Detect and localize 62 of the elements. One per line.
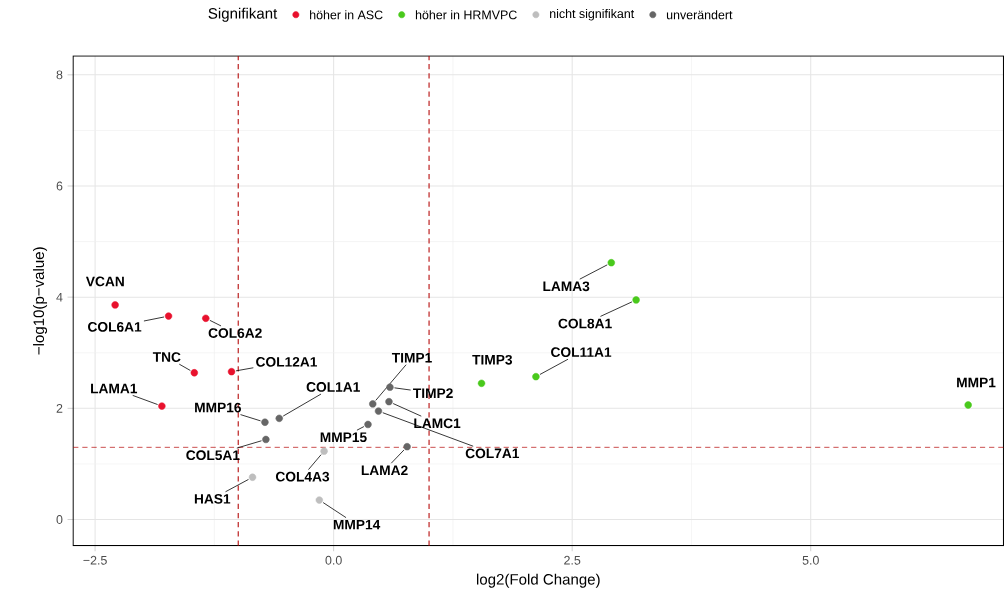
- legend-label: nicht signifikant: [550, 9, 635, 21]
- point: [202, 314, 210, 323]
- annotation: MMP1: [957, 377, 996, 388]
- annotation: COL4A3: [275, 472, 330, 482]
- annotation: TIMP1: [391, 353, 432, 363]
- y-tick-label: 0: [56, 515, 63, 525]
- point: [275, 414, 283, 423]
- point: [261, 418, 269, 427]
- point: [111, 301, 119, 309]
- annotation: TIMP3: [472, 355, 513, 365]
- point: [964, 401, 972, 409]
- annotation: LAMA2: [361, 465, 408, 476]
- annotation: COL11A1: [551, 347, 612, 358]
- y-axis-title: −log10(p−value): [33, 247, 48, 355]
- y-tick-label: 6: [56, 181, 63, 191]
- annotation: COL6A2: [208, 328, 262, 339]
- point: [385, 398, 393, 406]
- point: [158, 402, 166, 410]
- point: [262, 436, 270, 444]
- annotation: MMP15: [320, 432, 367, 443]
- point: [532, 373, 540, 381]
- annotation: TNC: [152, 352, 181, 363]
- annotation: TIMP2: [413, 388, 453, 399]
- annotation: COL7A1: [465, 448, 520, 459]
- x-tick-label: 2.5: [564, 556, 581, 565]
- annotation: COL12A1: [256, 357, 318, 367]
- point: [315, 496, 323, 504]
- annotation: COL5A1: [186, 450, 240, 461]
- point: [364, 421, 372, 429]
- annotation: MMP14: [333, 520, 381, 530]
- y-tick-label: 4: [56, 293, 63, 302]
- annotation: VCAN: [85, 276, 124, 287]
- y-tick-label: 8: [56, 70, 63, 80]
- x-tick-label: −2.5: [83, 556, 107, 565]
- annotation: LAMA3: [543, 281, 590, 292]
- annotation: COL6A1: [88, 322, 142, 332]
- point: [386, 383, 394, 392]
- point: [403, 443, 411, 451]
- annotation: LAMC1: [414, 418, 461, 429]
- legend-label: höher in ASC: [310, 10, 383, 20]
- annotation: COL8A1: [558, 318, 612, 329]
- annotation: MMP16: [195, 402, 241, 413]
- legend-label: unverändert: [666, 10, 733, 20]
- annotation: COL1A1: [306, 382, 360, 393]
- point: [369, 400, 377, 408]
- point: [164, 312, 173, 320]
- point: [248, 473, 257, 482]
- point: [320, 447, 328, 456]
- annotation: LAMA1: [91, 383, 138, 394]
- point: [607, 259, 615, 267]
- x-axis-title: log2(Fold Change): [477, 573, 600, 588]
- point: [477, 379, 486, 388]
- point: [632, 296, 640, 304]
- legend-title: Signifikant: [208, 7, 278, 22]
- x-tick-label: 5.0: [802, 556, 819, 565]
- point: [227, 368, 236, 376]
- point: [190, 369, 198, 377]
- legend-label: höher in HRMVPC: [415, 10, 517, 20]
- y-tick-label: 2: [56, 404, 63, 413]
- point: [374, 407, 383, 415]
- x-tick-label: 0.0: [325, 556, 342, 565]
- annotation: HAS1: [194, 494, 231, 504]
